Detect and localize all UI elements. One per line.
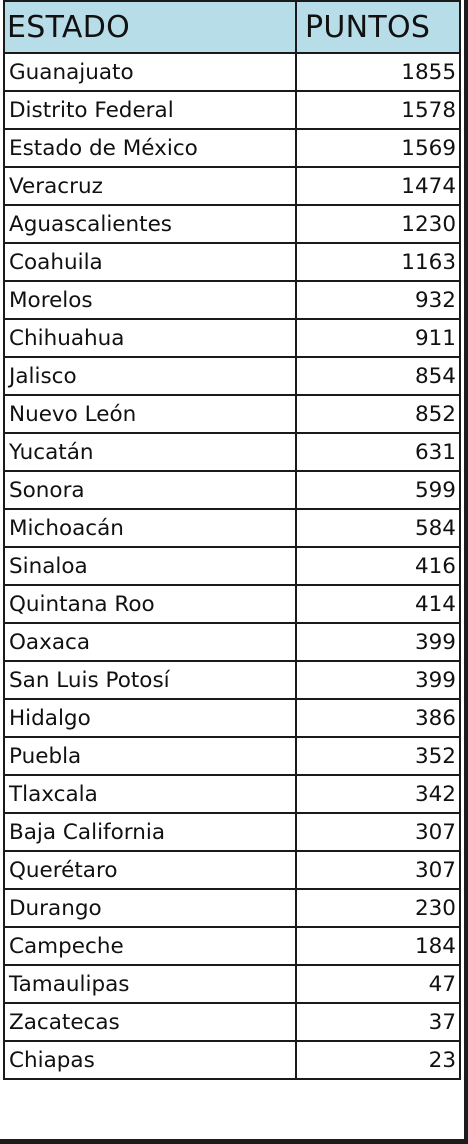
cell-points[interactable]: 1578: [295, 90, 461, 130]
cell-state[interactable]: Hidalgo: [3, 698, 297, 738]
table-row: Quintana Roo 414: [3, 584, 461, 624]
cell-points[interactable]: 852: [295, 394, 461, 434]
cell-state[interactable]: Baja California: [3, 812, 297, 852]
cell-points[interactable]: 1855: [295, 52, 461, 92]
cell-points[interactable]: 307: [295, 812, 461, 852]
table-row: Querétaro 307: [3, 850, 461, 890]
table-row: Nuevo León 852: [3, 394, 461, 434]
cell-state[interactable]: Guanajuato: [3, 52, 297, 92]
table-row: Estado de México 1569: [3, 128, 461, 168]
table-row: Baja California 307: [3, 812, 461, 852]
cell-state[interactable]: Chiapas: [3, 1040, 297, 1080]
table-row: Guanajuato 1855: [3, 52, 461, 92]
cell-points[interactable]: 399: [295, 660, 461, 700]
table-row: Distrito Federal 1578: [3, 90, 461, 130]
cell-points[interactable]: 399: [295, 622, 461, 662]
points-table: ESTADO PUNTOS Guanajuato 1855 Distrito Fed…: [3, 0, 461, 1080]
cell-points[interactable]: 631: [295, 432, 461, 472]
cell-state[interactable]: Veracruz: [3, 166, 297, 206]
cell-state[interactable]: Morelos: [3, 280, 297, 320]
cell-points[interactable]: 1569: [295, 128, 461, 168]
header-points[interactable]: PUNTOS: [295, 0, 461, 54]
cell-points[interactable]: 1163: [295, 242, 461, 282]
cell-points[interactable]: 37: [295, 1002, 461, 1042]
cell-state[interactable]: Yucatán: [3, 432, 297, 472]
cell-points[interactable]: 386: [295, 698, 461, 738]
cell-points[interactable]: 414: [295, 584, 461, 624]
cell-state[interactable]: Quintana Roo: [3, 584, 297, 624]
cell-state[interactable]: Sonora: [3, 470, 297, 510]
cell-points[interactable]: 352: [295, 736, 461, 776]
table-row: Tamaulipas 47: [3, 964, 461, 1004]
cell-state[interactable]: Oaxaca: [3, 622, 297, 662]
cell-state[interactable]: Zacatecas: [3, 1002, 297, 1042]
cell-state[interactable]: Coahuila: [3, 242, 297, 282]
cell-state[interactable]: Tamaulipas: [3, 964, 297, 1004]
table-row: Michoacán 584: [3, 508, 461, 548]
cell-state[interactable]: Campeche: [3, 926, 297, 966]
table-row: Aguascalientes 1230: [3, 204, 461, 244]
cell-state[interactable]: Aguascalientes: [3, 204, 297, 244]
table-row: Hidalgo 386: [3, 698, 461, 738]
cell-points[interactable]: 416: [295, 546, 461, 586]
table-row: Campeche 184: [3, 926, 461, 966]
table-header: ESTADO PUNTOS: [3, 0, 461, 54]
cell-points[interactable]: 1474: [295, 166, 461, 206]
cell-state[interactable]: San Luis Potosí: [3, 660, 297, 700]
cell-state[interactable]: Sinaloa: [3, 546, 297, 586]
cell-state[interactable]: Chihuahua: [3, 318, 297, 358]
cell-state[interactable]: Puebla: [3, 736, 297, 776]
cell-state[interactable]: Michoacán: [3, 508, 297, 548]
table-row: Oaxaca 399: [3, 622, 461, 662]
cell-state[interactable]: Distrito Federal: [3, 90, 297, 130]
cell-points[interactable]: 184: [295, 926, 461, 966]
table-row: Tlaxcala 342: [3, 774, 461, 814]
cell-state[interactable]: Nuevo León: [3, 394, 297, 434]
table-row: Chiapas 23: [3, 1040, 461, 1080]
table-row: Veracruz 1474: [3, 166, 461, 206]
table-row: Durango 230: [3, 888, 461, 928]
cell-state[interactable]: Jalisco: [3, 356, 297, 396]
header-row: ESTADO PUNTOS: [3, 0, 461, 54]
cell-state[interactable]: Estado de México: [3, 128, 297, 168]
table-row: Puebla 352: [3, 736, 461, 776]
table-row: Zacatecas 37: [3, 1002, 461, 1042]
table-body: Guanajuato 1855 Distrito Federal 1578 Estado…: [3, 52, 461, 1080]
table-row: Coahuila 1163: [3, 242, 461, 282]
cell-points[interactable]: 230: [295, 888, 461, 928]
table-row: Jalisco 854: [3, 356, 461, 396]
table-row: Morelos 932: [3, 280, 461, 320]
header-state[interactable]: ESTADO: [3, 0, 297, 54]
cell-points[interactable]: 932: [295, 280, 461, 320]
cell-points[interactable]: 307: [295, 850, 461, 890]
cell-points[interactable]: 23: [295, 1040, 461, 1080]
cell-points[interactable]: 1230: [295, 204, 461, 244]
cell-points[interactable]: 342: [295, 774, 461, 814]
cell-points[interactable]: 854: [295, 356, 461, 396]
cell-state[interactable]: Tlaxcala: [3, 774, 297, 814]
table-row: San Luis Potosí 399: [3, 660, 461, 700]
table-row: Yucatán 631: [3, 432, 461, 472]
cell-points[interactable]: 911: [295, 318, 461, 358]
table-row: Chihuahua 911: [3, 318, 461, 358]
table-row: Sonora 599: [3, 470, 461, 510]
cell-state[interactable]: Querétaro: [3, 850, 297, 890]
cell-state[interactable]: Durango: [3, 888, 297, 928]
cell-points[interactable]: 584: [295, 508, 461, 548]
table-row: Sinaloa 416: [3, 546, 461, 586]
cell-points[interactable]: 599: [295, 470, 461, 510]
cell-points[interactable]: 47: [295, 964, 461, 1004]
